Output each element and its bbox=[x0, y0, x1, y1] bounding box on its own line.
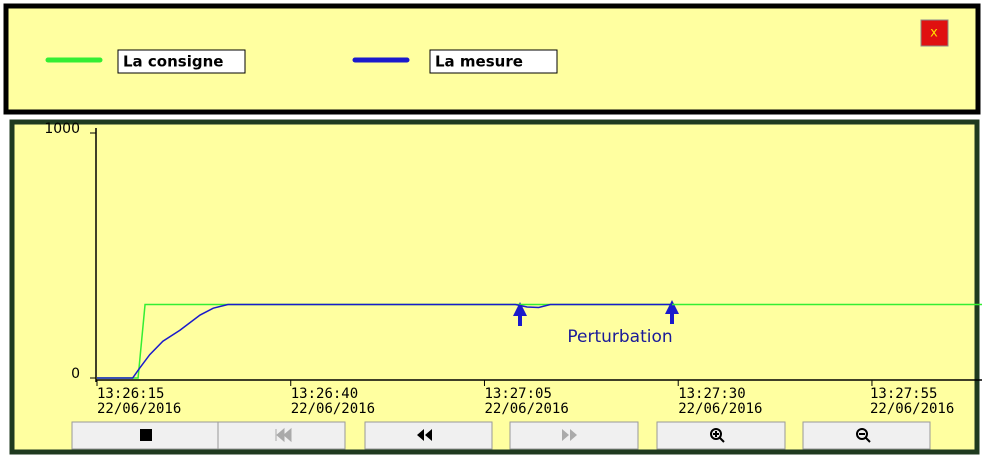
close-button[interactable] bbox=[920, 19, 949, 47]
annotation-arrows bbox=[513, 300, 679, 326]
zoom-in-icon bbox=[710, 428, 725, 443]
close-label: x bbox=[930, 26, 938, 41]
legend-box bbox=[429, 49, 558, 74]
x-tick-label: 13:27:05 22/06/2016 bbox=[484, 386, 569, 417]
series-line bbox=[97, 303, 673, 379]
chart-panel bbox=[9, 119, 980, 455]
rewind-icon bbox=[417, 429, 432, 441]
zoom-out-icon bbox=[856, 428, 871, 443]
toolbar bbox=[71, 421, 931, 450]
annotation: Perturbation bbox=[567, 327, 672, 347]
x-tick-label: 13:26:40 22/06/2016 bbox=[290, 386, 376, 417]
first-icon bbox=[275, 427, 292, 443]
stop-icon bbox=[140, 429, 152, 441]
legend-box bbox=[117, 49, 246, 74]
x-tick-label: 13:26:15 22/06/2016 bbox=[97, 386, 182, 417]
legend-label: La consigne bbox=[123, 53, 223, 71]
y-tick-label: 1000 bbox=[44, 121, 80, 137]
stop-button[interactable] bbox=[71, 421, 223, 450]
forward-icon bbox=[562, 429, 577, 441]
y-tick-label: 0 bbox=[71, 366, 80, 382]
legend-label: La mesure bbox=[435, 53, 523, 71]
x-tick-label: 13:27:55 22/06/2016 bbox=[870, 386, 955, 417]
x-tick-label: 13:27:30 22/06/2016 bbox=[678, 386, 763, 417]
